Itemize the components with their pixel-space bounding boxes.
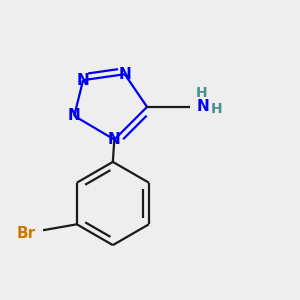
Text: N: N (68, 108, 81, 123)
Text: Br: Br (17, 226, 36, 241)
Text: H: H (211, 102, 223, 116)
Text: N: N (197, 99, 210, 114)
Text: H: H (196, 85, 208, 100)
Text: N: N (77, 73, 89, 88)
Text: N: N (108, 132, 121, 147)
Text: N: N (118, 67, 131, 82)
